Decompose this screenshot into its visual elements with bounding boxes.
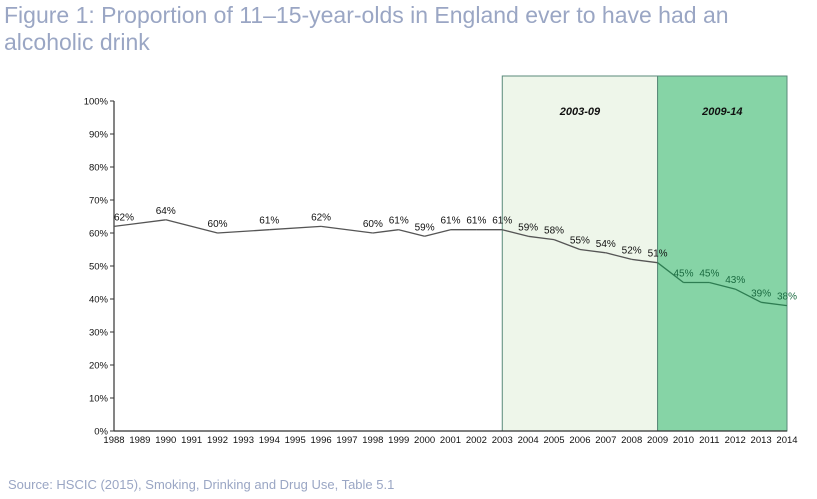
period-label: 2003-09 bbox=[559, 106, 601, 118]
line-segment bbox=[528, 235, 555, 241]
source-note: Source: HSCIC (2015), Smoking, Drinking … bbox=[8, 477, 395, 492]
line-segment bbox=[424, 229, 451, 237]
data-label: 38% bbox=[777, 292, 797, 303]
x-tick-label: 2001 bbox=[440, 435, 461, 446]
line-segment bbox=[502, 229, 529, 237]
line-segment bbox=[761, 301, 788, 307]
x-tick-label: 1992 bbox=[207, 435, 228, 446]
data-label: 59% bbox=[415, 222, 435, 233]
y-tick-label: 30% bbox=[89, 328, 109, 339]
line-segment bbox=[217, 229, 270, 234]
line-segment bbox=[165, 219, 218, 234]
x-tick-label: 1990 bbox=[155, 435, 176, 446]
y-tick-label: 40% bbox=[89, 295, 109, 306]
data-label: 54% bbox=[596, 239, 616, 250]
y-tick-label: 10% bbox=[89, 394, 109, 405]
x-tick-label: 1996 bbox=[311, 435, 332, 446]
x-tick-label: 1997 bbox=[336, 435, 357, 446]
data-label: 61% bbox=[440, 216, 460, 227]
data-label: 58% bbox=[544, 226, 564, 237]
data-label: 43% bbox=[725, 275, 745, 286]
y-tick-label: 100% bbox=[84, 97, 109, 108]
line-chart: 2003-09 2009-14 0% 10% 20% 30% 40% 50% 60% 70% 80… bbox=[84, 75, 798, 446]
x-tick-label: 1994 bbox=[259, 435, 280, 446]
y-tick-label: 70% bbox=[89, 196, 109, 207]
x-tick-label: 2010 bbox=[673, 435, 694, 446]
line-segment bbox=[398, 229, 425, 237]
data-label: 60% bbox=[363, 219, 383, 230]
x-tick-label: 2013 bbox=[751, 435, 772, 446]
x-tick-label: 2000 bbox=[414, 435, 435, 446]
x-tick-label: 2012 bbox=[725, 435, 746, 446]
data-label: 39% bbox=[751, 288, 771, 299]
data-label: 61% bbox=[466, 216, 486, 227]
data-label: 61% bbox=[259, 216, 279, 227]
line-segment bbox=[579, 248, 606, 254]
data-label: 52% bbox=[622, 245, 642, 256]
line-segment bbox=[113, 219, 166, 228]
chart-title: Figure 1: Proportion of 11–15-year-olds … bbox=[4, 2, 729, 55]
line-segment bbox=[631, 258, 658, 264]
line-segment bbox=[372, 229, 399, 234]
x-tick-label: 1998 bbox=[362, 435, 383, 446]
line-segment bbox=[657, 262, 684, 284]
line-segment bbox=[269, 225, 322, 231]
x-tick-label: 2002 bbox=[466, 435, 487, 446]
period-band-2009-14 bbox=[657, 75, 788, 432]
x-tick-label: 2003 bbox=[492, 435, 513, 446]
data-label: 61% bbox=[389, 216, 409, 227]
data-label: 64% bbox=[156, 206, 176, 217]
data-label: 45% bbox=[673, 269, 693, 280]
period-label: 2009-14 bbox=[701, 106, 742, 118]
data-label: 62% bbox=[311, 212, 331, 223]
y-tick-label: 80% bbox=[89, 163, 109, 174]
x-tick-label: 2005 bbox=[543, 435, 564, 446]
data-label: 60% bbox=[208, 219, 228, 230]
x-tick-label: 2014 bbox=[776, 435, 797, 446]
period-band-2003-09 bbox=[501, 75, 659, 432]
x-tick-label: 2009 bbox=[647, 435, 668, 446]
data-label: 51% bbox=[648, 249, 668, 260]
x-tick-label: 1999 bbox=[388, 435, 409, 446]
y-tick-label: 90% bbox=[89, 130, 109, 141]
line-segment bbox=[553, 238, 581, 251]
data-label: 62% bbox=[114, 212, 134, 223]
line-segment bbox=[734, 288, 762, 303]
x-tick-label: 1988 bbox=[103, 435, 124, 446]
x-tick-label: 1995 bbox=[285, 435, 306, 446]
x-tick-label: 1993 bbox=[233, 435, 254, 446]
y-tick-label: 20% bbox=[89, 361, 109, 372]
line-segment bbox=[605, 252, 632, 261]
data-label: 61% bbox=[492, 216, 512, 227]
x-tick-label: 2006 bbox=[569, 435, 590, 446]
x-tick-label: 2007 bbox=[595, 435, 616, 446]
x-tick-label: 2004 bbox=[518, 435, 539, 446]
y-tick-label: 0% bbox=[94, 427, 108, 438]
data-label: 59% bbox=[518, 222, 538, 233]
x-tick-label: 1991 bbox=[181, 435, 202, 446]
y-tick-label: 50% bbox=[89, 262, 109, 273]
line-segment bbox=[709, 281, 736, 290]
x-tick-label: 2008 bbox=[621, 435, 642, 446]
data-label: 55% bbox=[570, 236, 590, 247]
data-label: 45% bbox=[699, 269, 719, 280]
x-tick-label: 1989 bbox=[129, 435, 150, 446]
y-tick-label: 60% bbox=[89, 229, 109, 240]
x-tick-label: 2011 bbox=[699, 435, 719, 446]
line-segment bbox=[320, 225, 373, 234]
